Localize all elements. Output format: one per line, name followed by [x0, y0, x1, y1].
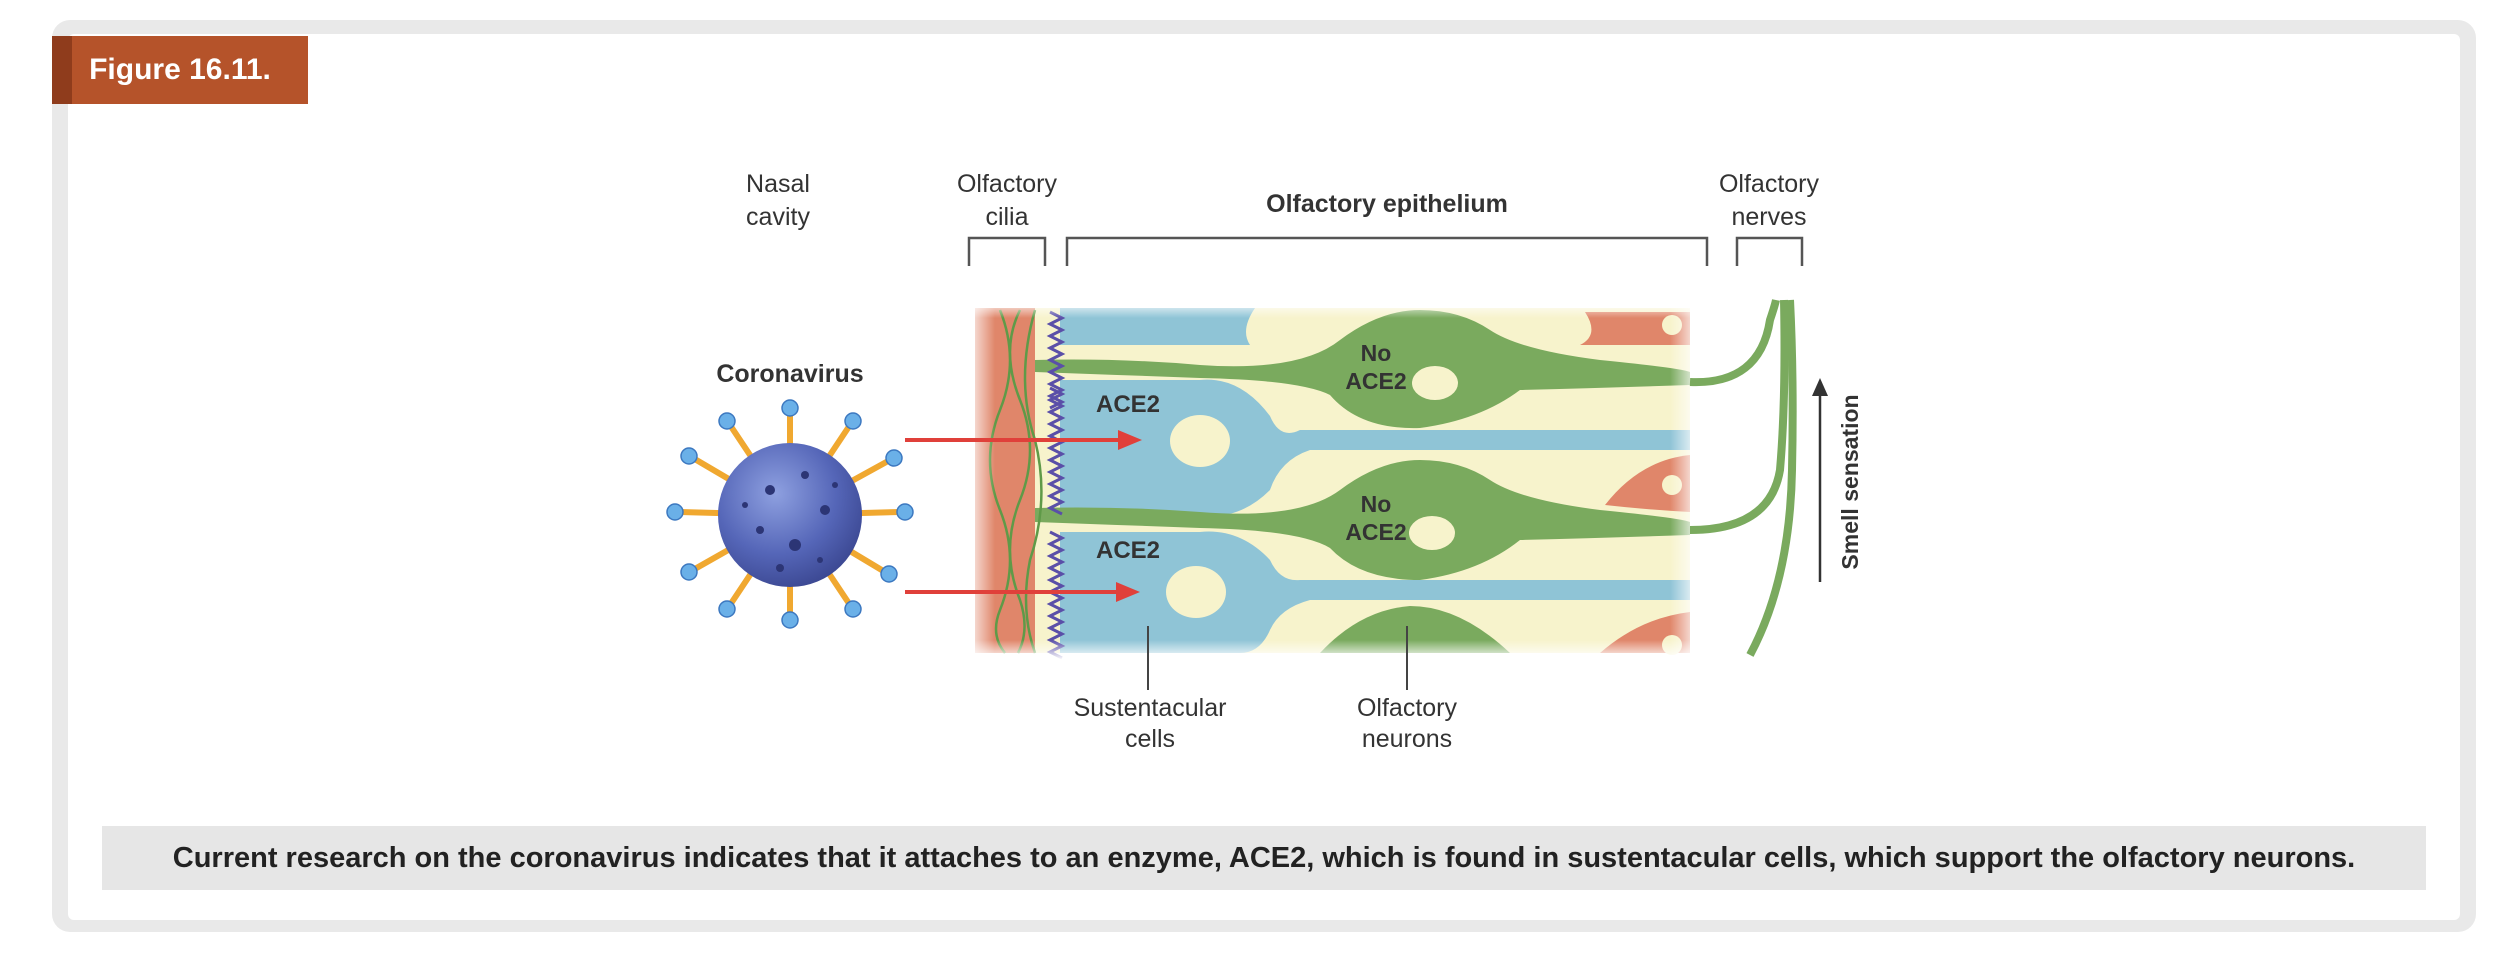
neuron-nucleus-lower [1409, 516, 1455, 550]
nerves-bracket [1735, 236, 1804, 266]
sustentacular-cell-upper [1060, 379, 1690, 517]
no-ace2-upper-line2: ACE2 [1345, 368, 1406, 394]
olfactory-neuron-lower [1035, 460, 1690, 580]
sustentacular-nucleus-lower [1166, 566, 1226, 618]
fade-left [965, 300, 995, 660]
fade-right [1670, 300, 1700, 660]
basal-cell-top [1580, 312, 1690, 345]
epithelium-tissue [965, 300, 1700, 660]
basal-cell-middle [1605, 455, 1690, 512]
cilia-strand-1 [988, 309, 1012, 654]
coronavirus-illustration [666, 399, 914, 629]
olfactory-nerves-label-line1: Olfactory [1719, 170, 1820, 198]
cilia-fringe-lower [1046, 530, 1066, 660]
virus-spike-tips [666, 399, 914, 629]
fade-top [965, 300, 1700, 318]
olfactory-neurons-label-line2: neurons [1362, 725, 1452, 753]
fade-bottom [965, 640, 1700, 660]
neuron-nucleus-upper [1412, 366, 1458, 400]
figure-label: Figure 16.11. [52, 36, 308, 104]
olfactory-epithelium-label: Olfactory epithelium [1266, 190, 1508, 218]
nerve-fiber-middle [1689, 299, 1789, 534]
no-ace2-upper-line1: No [1361, 340, 1392, 366]
virus-arrowhead-lower [1116, 582, 1140, 602]
cilia-bracket [967, 236, 1047, 266]
figure-label-text: Figure 16.11. [89, 53, 271, 86]
figure-caption: Current research on the coronavirus indi… [102, 826, 2426, 890]
cilia-fringe-upper [1046, 386, 1066, 516]
epithelium-bracket [1065, 236, 1709, 266]
ace2-label-upper: ACE2 [1096, 391, 1160, 418]
olfactory-neurons-label-line1: Olfactory [1357, 694, 1458, 722]
cilia-strand-3 [1023, 309, 1043, 654]
olfactory-neuron-upper [1035, 310, 1690, 429]
nerve-fiber-upper [1689, 299, 1780, 387]
olfactory-nerves-label-line2: nerves [1731, 203, 1806, 231]
nasal-cavity-label-line2: cavity [746, 203, 810, 231]
olfactory-cilia-label-line2: cilia [985, 203, 1028, 231]
virus-body [718, 443, 862, 587]
figure-label-notch [52, 36, 72, 104]
sustentacular-cell-lower [1060, 531, 1690, 653]
sustentacular-nucleus-upper [1170, 415, 1230, 467]
sustentacular-cells-label-line2: cells [1125, 725, 1175, 753]
no-ace2-lower-line2: ACE2 [1345, 519, 1406, 545]
sustentacular-cells-label-line1: Sustentacular [1074, 694, 1227, 722]
ace2-label-lower: ACE2 [1096, 537, 1160, 564]
smell-sensation-label: Smell sensation [1837, 394, 1863, 569]
smell-sensation-arrowhead [1812, 378, 1828, 396]
no-ace2-lower-line1: No [1361, 491, 1392, 517]
coronavirus-label: Coronavirus [716, 360, 863, 388]
virus-dots [742, 471, 838, 572]
virus-arrowhead-upper [1118, 430, 1142, 450]
nerve-fiber-lower [1746, 299, 1797, 657]
nasal-cavity-label-line1: Nasal [746, 170, 810, 198]
cilia-strand-2 [1008, 309, 1032, 654]
olfactory-cilia-label-line1: Olfactory [957, 170, 1058, 198]
